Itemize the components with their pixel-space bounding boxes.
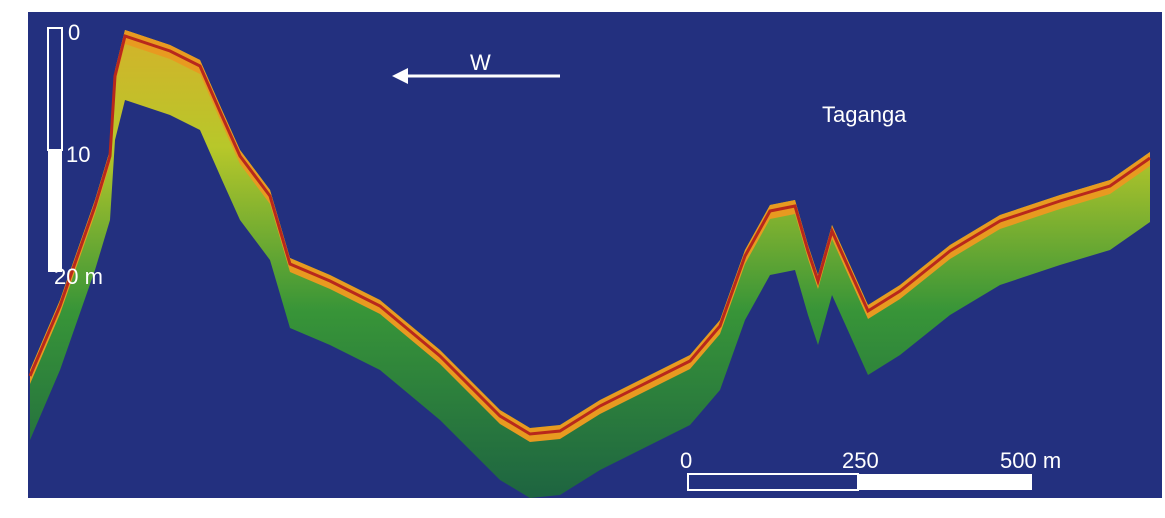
seabed-line: [28, 34, 1151, 436]
echo-band: [30, 30, 1150, 498]
seabed-echo: [28, 30, 1151, 498]
distance-label: 250: [842, 448, 879, 473]
arrow-head: [392, 68, 408, 84]
depth-label: 0: [68, 20, 80, 45]
distance-label: 500 m: [1000, 448, 1061, 473]
direction-label: W: [470, 50, 491, 75]
depth-label: 20 m: [54, 264, 103, 289]
distance-bar-right: [858, 474, 1032, 490]
depth-bar-lower: [48, 150, 62, 272]
distance-label: 0: [680, 448, 692, 473]
place-label: Taganga: [822, 102, 907, 127]
depth-label: 10: [66, 142, 90, 167]
